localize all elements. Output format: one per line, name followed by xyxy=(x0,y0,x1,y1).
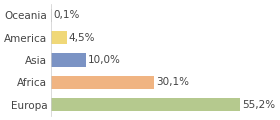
Bar xyxy=(52,53,86,67)
Bar xyxy=(52,76,154,89)
Text: 0,1%: 0,1% xyxy=(53,10,80,20)
Bar xyxy=(52,98,240,111)
Text: 30,1%: 30,1% xyxy=(156,77,189,87)
Text: 10,0%: 10,0% xyxy=(87,55,120,65)
Bar xyxy=(52,31,67,44)
Text: 55,2%: 55,2% xyxy=(242,100,275,110)
Text: 4,5%: 4,5% xyxy=(69,33,95,43)
